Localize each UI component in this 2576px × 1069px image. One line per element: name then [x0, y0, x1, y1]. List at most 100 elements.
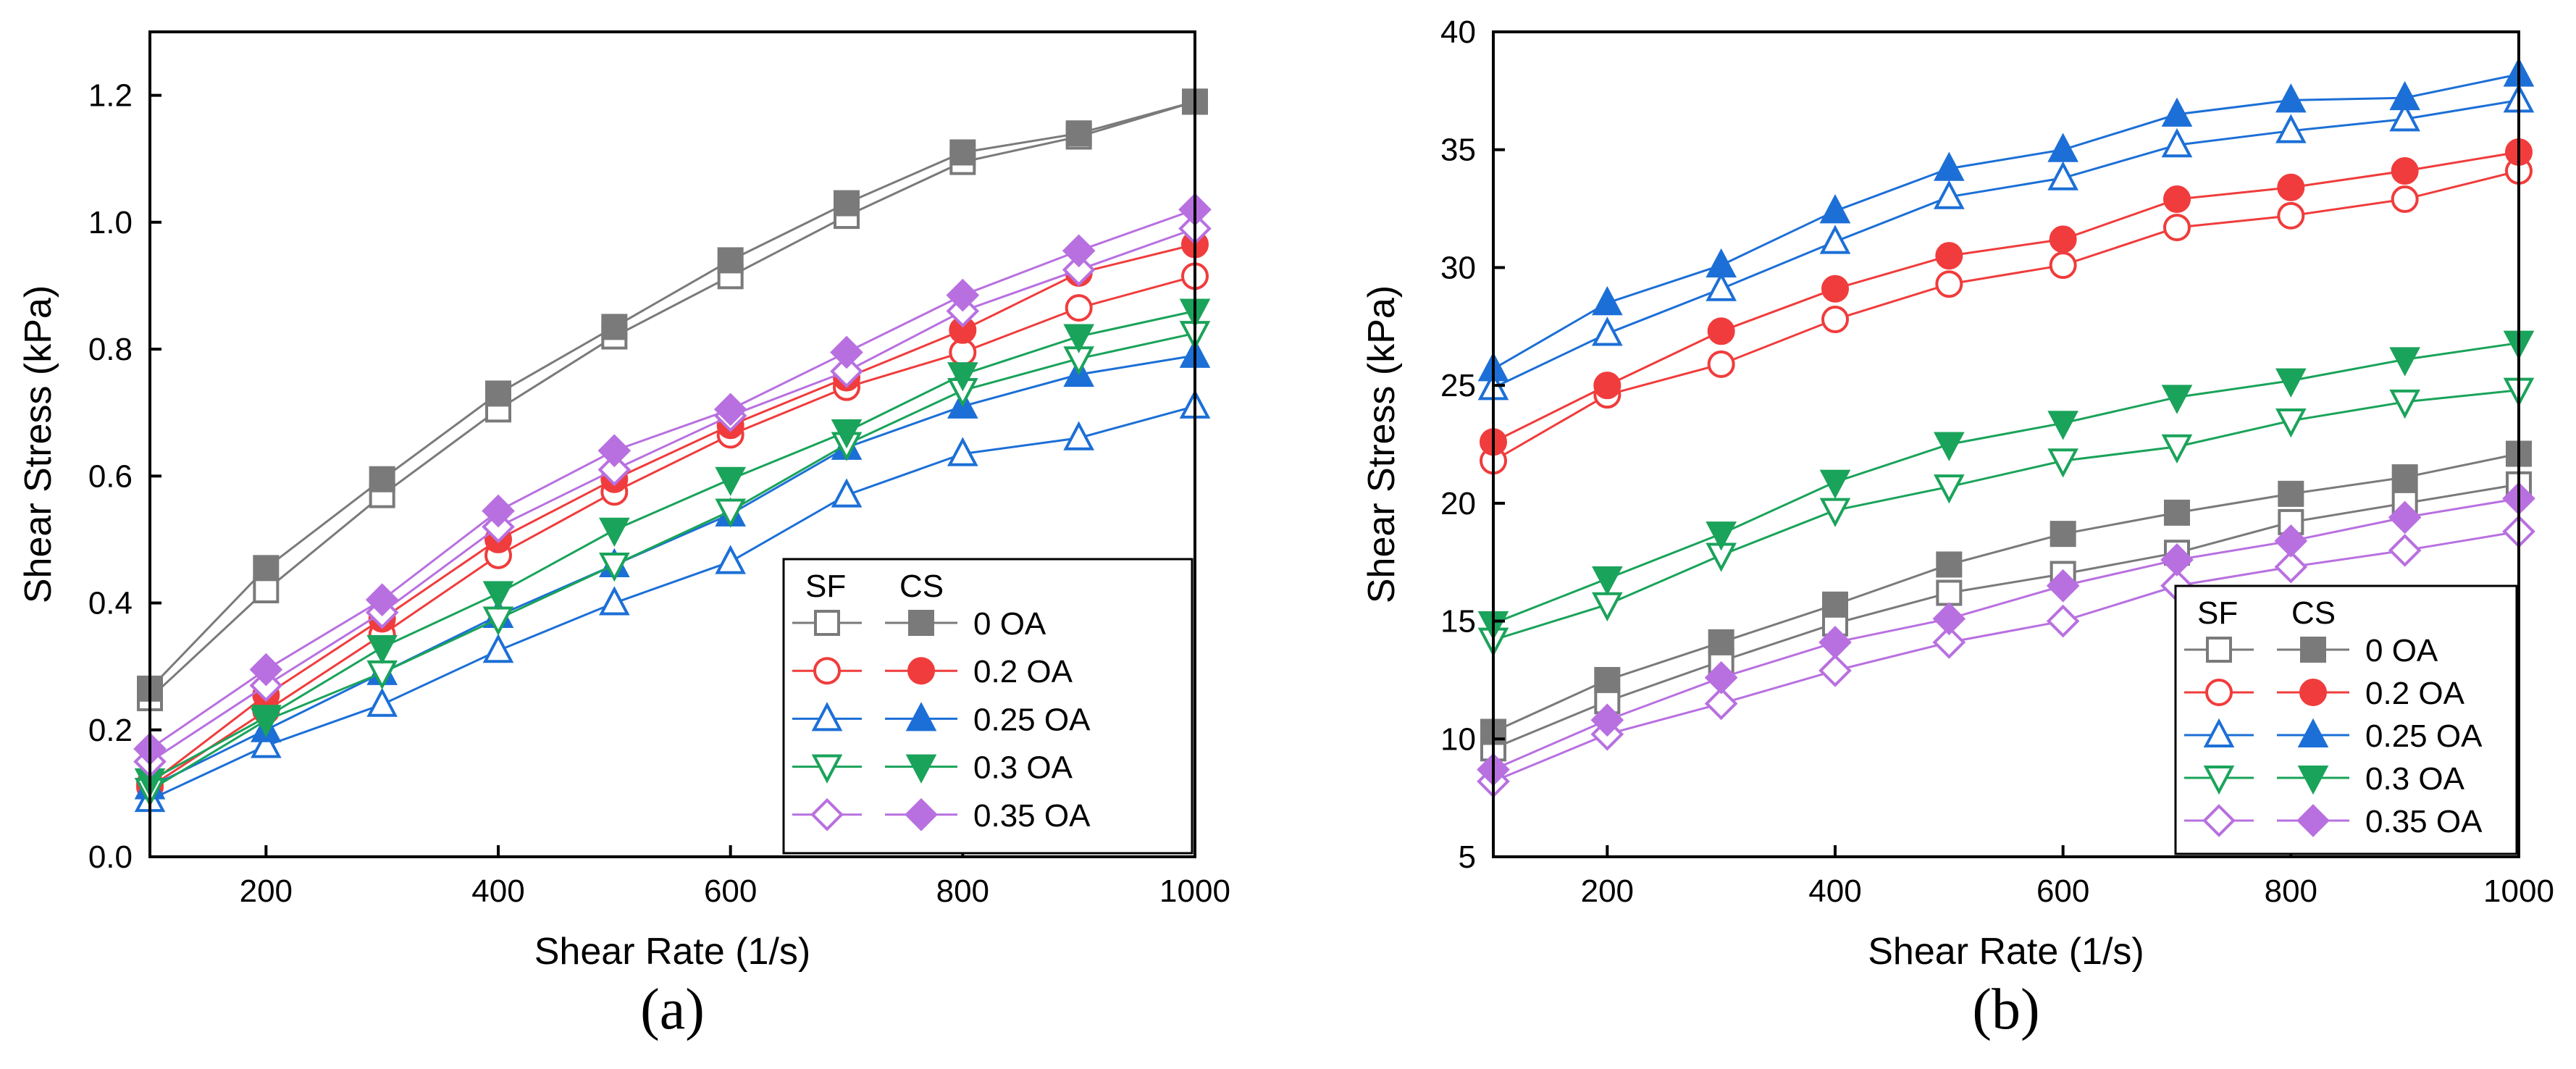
data-point-cs — [485, 380, 511, 407]
y-tick-label: 0.4 — [88, 586, 133, 621]
series-line-sf — [149, 405, 1196, 801]
series-line-cs — [1493, 73, 2520, 370]
x-tick-label: 400 — [1808, 873, 1861, 909]
data-point-cs — [599, 517, 630, 548]
data-point-cs — [2164, 499, 2190, 526]
data-point-cs — [2049, 225, 2077, 253]
y-tick-label: 1.2 — [88, 78, 133, 114]
legend-a: SF CS 0 OA 0.2 OA 0.25 OA 0.3 OA 0.35 OA — [782, 558, 1193, 855]
legend-label: 0 OA — [2365, 633, 2438, 668]
data-point-cs — [2161, 97, 2193, 127]
legend-marker-sf — [2205, 679, 2233, 706]
data-point-cs — [717, 247, 744, 274]
data-point-sf — [2275, 114, 2307, 143]
data-point-cs — [715, 466, 746, 496]
data-point-cs — [946, 278, 980, 312]
data-point-cs — [2389, 347, 2420, 377]
legend-box-a — [782, 558, 1193, 855]
data-point-cs — [1594, 666, 1621, 693]
data-point-sf — [2047, 448, 2078, 478]
data-point-sf — [597, 453, 632, 487]
legend-label: 0.2 OA — [973, 654, 1073, 689]
data-point-cs — [2274, 524, 2308, 558]
x-tick-label: 800 — [936, 873, 989, 909]
series-line-sf — [149, 227, 1196, 763]
x-tick-label: 200 — [240, 873, 293, 909]
data-point-cs — [1936, 551, 1963, 578]
data-point-cs — [1819, 469, 1851, 499]
data-point-cs — [1592, 285, 1623, 316]
data-point-sf — [947, 437, 978, 466]
legend-marker-sf — [813, 657, 841, 685]
y-tick-label: 0.2 — [88, 713, 133, 748]
data-point-cs — [949, 139, 976, 166]
chart-panel-b: 200 400 600 800 1000 5 10 15 20 25 30 35 40 Shear Ra… — [1361, 14, 2554, 1041]
series-line-cs — [1493, 151, 2520, 443]
data-point-sf — [831, 478, 863, 508]
data-point-sf — [482, 633, 514, 663]
x-axis-label-a: Shear Rate (1/s) — [534, 931, 811, 973]
data-point-cs — [369, 466, 395, 492]
y-axis-label-a: Shear Stress (kPa) — [17, 285, 59, 603]
data-point-sf — [599, 586, 630, 616]
legend-rows-b: 0 OA 0.2 OA 0.25 OA 0.3 OA 0.35 OA — [2184, 633, 2483, 839]
legend-marker-cs — [905, 754, 937, 784]
data-point-sf — [1592, 316, 1623, 346]
data-point-cs — [2275, 83, 2307, 113]
data-point-cs — [830, 335, 863, 369]
data-point-cs — [1592, 566, 1623, 596]
legend-marker-sf — [2206, 637, 2232, 663]
data-point-cs — [482, 581, 514, 611]
y-tick-label: 0.0 — [88, 839, 133, 875]
legend-marker-cs — [2296, 804, 2330, 837]
data-point-sf — [830, 354, 863, 388]
data-point-sf — [1062, 253, 1096, 287]
legend-header-sf-b: SF — [2197, 595, 2238, 631]
legend-label: 0.25 OA — [973, 702, 1091, 737]
data-point-cs — [1932, 602, 1966, 636]
data-point-sf — [2046, 604, 2080, 638]
data-point-cs — [1065, 120, 1092, 147]
legend-marker-cs — [908, 610, 934, 636]
data-point-cs — [2391, 157, 2419, 185]
series-line-cs — [149, 208, 1196, 750]
legend-label: 0.3 OA — [2365, 761, 2465, 797]
y-tick-label: 0.6 — [88, 458, 133, 494]
data-point-cs — [253, 555, 280, 582]
x-tick-label: 1000 — [2483, 873, 2554, 909]
data-point-cs — [2275, 368, 2307, 398]
data-point-sf — [1592, 592, 1623, 622]
data-point-cs — [834, 190, 860, 217]
legend-marker-cs — [2297, 718, 2329, 747]
data-point-cs — [2389, 80, 2420, 111]
panel-label-a: (a) — [640, 978, 705, 1041]
data-point-cs — [1935, 242, 1963, 270]
y-tick-label: 40 — [1440, 14, 1476, 50]
y-tick-label: 0.8 — [88, 332, 133, 367]
data-point-sf — [2389, 389, 2420, 419]
data-point-sf — [1934, 180, 1965, 209]
axis-ticks-a: 200 400 600 800 1000 0.0 0.2 0.4 0.6 0.8 1.0 1.2 — [88, 78, 1230, 909]
series-line-cs — [1493, 497, 2520, 771]
data-point-cs — [1708, 629, 1734, 655]
series-line-sf — [149, 332, 1196, 792]
data-point-sf — [1932, 626, 1966, 659]
data-point-sf — [1936, 579, 1963, 606]
data-point-cs — [2163, 185, 2191, 214]
legend-marker-cs — [2299, 679, 2327, 706]
legend-header-cs-a: CS — [899, 569, 944, 604]
data-point-sf — [715, 498, 746, 528]
legend-marker-sf — [810, 797, 844, 831]
x-axis-label-b: Shear Rate (1/s) — [1868, 931, 2144, 973]
data-point-sf — [2388, 534, 2422, 567]
legend-header-cs-b: CS — [2291, 595, 2336, 631]
data-point-sf — [2163, 214, 2191, 242]
legend-marker-cs — [905, 702, 937, 731]
data-point-sf — [1707, 350, 1735, 378]
data-point-cs — [482, 494, 515, 528]
legend-label: 0.2 OA — [2365, 676, 2465, 711]
plot-frame-a — [148, 30, 1196, 858]
data-point-sf — [2049, 251, 2077, 280]
data-point-sf — [1818, 654, 1852, 687]
data-point-sf — [2161, 127, 2193, 158]
